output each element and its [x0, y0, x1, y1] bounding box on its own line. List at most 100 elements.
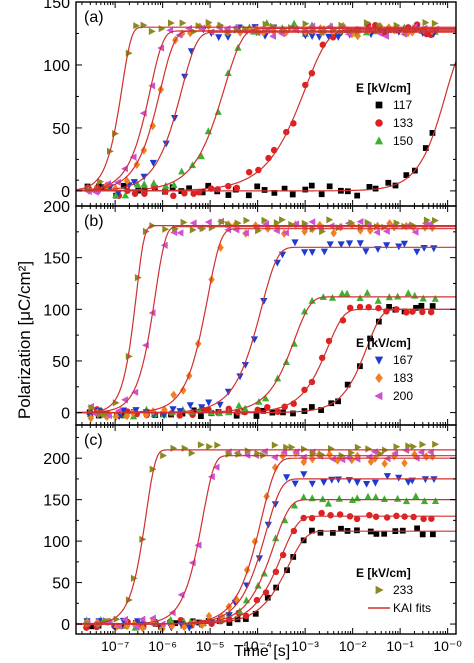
data-point-167 [205, 399, 213, 407]
x-tick-label: 10⁻⁴ [243, 638, 272, 654]
data-point-150 [133, 180, 142, 188]
legend-marker-167 [374, 356, 384, 365]
data-point-167 [356, 240, 364, 248]
data-point-117 [290, 410, 296, 417]
kai-fit-line-167 [76, 31, 456, 192]
data-point-133 [318, 509, 325, 517]
data-point-133 [162, 188, 169, 195]
panel-label: (c) [84, 432, 103, 449]
legend-label-200: 200 [393, 389, 413, 403]
data-point-200 [271, 453, 278, 461]
data-point-117 [289, 191, 296, 198]
data-point-167 [383, 242, 391, 250]
y-tick-label: 150 [43, 251, 70, 268]
data-point-183 [411, 450, 418, 459]
data-point-167 [225, 612, 233, 619]
data-point-133 [410, 513, 417, 521]
data-point-167 [420, 245, 428, 252]
data-point-233 [180, 218, 188, 226]
data-point-233 [181, 444, 189, 452]
data-point-233 [363, 19, 371, 27]
data-point-117 [284, 567, 290, 574]
data-point-200 [149, 614, 156, 622]
data-point-150 [402, 497, 411, 505]
data-point-233 [423, 216, 431, 224]
data-point-167 [250, 336, 258, 344]
legend-title: E [kV/cm] [356, 81, 411, 95]
data-point-150 [197, 152, 205, 160]
data-point-233 [348, 449, 355, 457]
data-point-150 [364, 492, 372, 500]
data-point-183 [301, 227, 308, 236]
kai-fit-line-200 [76, 226, 456, 414]
data-point-117 [335, 398, 341, 405]
data-point-167 [132, 407, 140, 414]
data-point-167 [114, 189, 122, 197]
data-point-150 [121, 191, 129, 199]
data-point-117 [385, 179, 392, 186]
data-point-233 [273, 219, 281, 227]
data-point-150 [178, 167, 186, 175]
data-point-150 [338, 289, 346, 297]
data-point-150 [324, 499, 332, 507]
data-point-167 [328, 476, 336, 484]
data-point-117 [302, 186, 309, 193]
data-point-117 [245, 192, 252, 199]
data-point-117 [271, 189, 278, 196]
data-point-167 [255, 555, 263, 563]
data-point-117 [429, 130, 436, 136]
data-point-133 [181, 190, 188, 197]
data-point-200 [114, 178, 121, 186]
data-point-133 [327, 511, 334, 519]
data-point-200 [269, 32, 276, 40]
data-point-117 [413, 304, 419, 311]
data-point-233 [197, 441, 205, 449]
legend-title: E [kV/cm] [356, 336, 411, 350]
data-point-183 [179, 386, 187, 395]
data-point-167 [149, 159, 157, 167]
data-point-133 [190, 190, 197, 197]
data-point-183 [330, 228, 337, 238]
data-point-233 [97, 178, 104, 186]
data-point-167 [320, 248, 328, 256]
data-point-233 [319, 227, 326, 236]
data-point-117 [198, 413, 204, 420]
legend-fit-label: KAI fits [393, 601, 431, 615]
kai-fit-line-183 [76, 228, 456, 414]
y-tick-label: 200 [43, 199, 70, 216]
data-point-150 [394, 494, 402, 502]
data-point-167 [421, 476, 429, 484]
data-point-233 [318, 451, 326, 459]
legend-label-183: 183 [393, 371, 413, 385]
x-tick-label: 10⁻⁰ [433, 638, 462, 654]
data-point-167 [337, 241, 345, 249]
data-point-167 [162, 140, 170, 148]
x-tick-label: 10⁻⁶ [148, 638, 177, 654]
data-point-117 [344, 188, 351, 195]
data-point-183 [205, 611, 213, 621]
data-point-117 [326, 183, 333, 190]
data-point-233 [125, 352, 133, 360]
data-point-233 [393, 443, 401, 451]
data-point-133 [274, 408, 282, 415]
data-point-167 [308, 249, 316, 256]
data-point-167 [260, 298, 268, 305]
data-point-233 [410, 443, 418, 451]
data-point-117 [422, 145, 429, 151]
data-point-183 [423, 452, 430, 461]
data-point-117 [254, 183, 261, 190]
data-point-150 [411, 291, 419, 299]
data-point-200 [329, 455, 336, 463]
data-point-117 [354, 527, 360, 534]
data-point-233 [328, 445, 335, 453]
data-point-167 [186, 402, 194, 409]
data-point-183 [87, 413, 95, 423]
data-point-183 [401, 458, 408, 468]
data-point-150 [308, 296, 316, 304]
data-point-133 [301, 386, 308, 394]
data-point-150 [290, 501, 299, 509]
data-point-233 [218, 218, 226, 226]
data-point-200 [365, 453, 373, 461]
data-point-183 [217, 243, 224, 252]
legend-label-133: 133 [393, 116, 413, 130]
